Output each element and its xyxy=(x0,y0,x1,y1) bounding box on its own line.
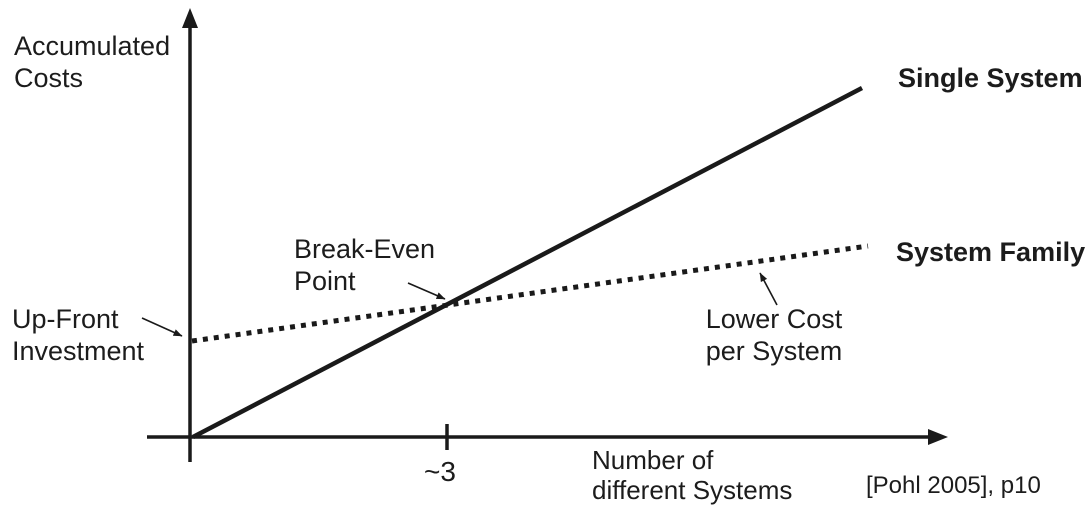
y-axis-label: Accumulated Costs xyxy=(14,31,171,94)
break-even-arrow-icon xyxy=(407,282,446,300)
break-even-tick-label: ~3 xyxy=(424,456,456,487)
break-even-label: Break-Even Point xyxy=(294,234,436,297)
citation: [Pohl 2005], p10 xyxy=(866,472,1041,499)
lower-cost-arrow-icon xyxy=(759,272,778,306)
system-family-label: System Family xyxy=(896,237,1086,267)
up-front-label: Up-Front Investment xyxy=(12,304,145,367)
single-system-line xyxy=(191,86,864,439)
up-front-arrow-icon xyxy=(141,317,183,337)
lower-cost-label: Lower Cost per System xyxy=(705,304,843,367)
system-family-line xyxy=(191,243,869,344)
single-system-label: Single System xyxy=(898,63,1083,93)
y-axis-arrowhead-icon xyxy=(182,8,198,28)
x-axis-arrowhead-icon xyxy=(928,429,948,445)
x-axis-label: Number of different Systems xyxy=(592,445,793,505)
